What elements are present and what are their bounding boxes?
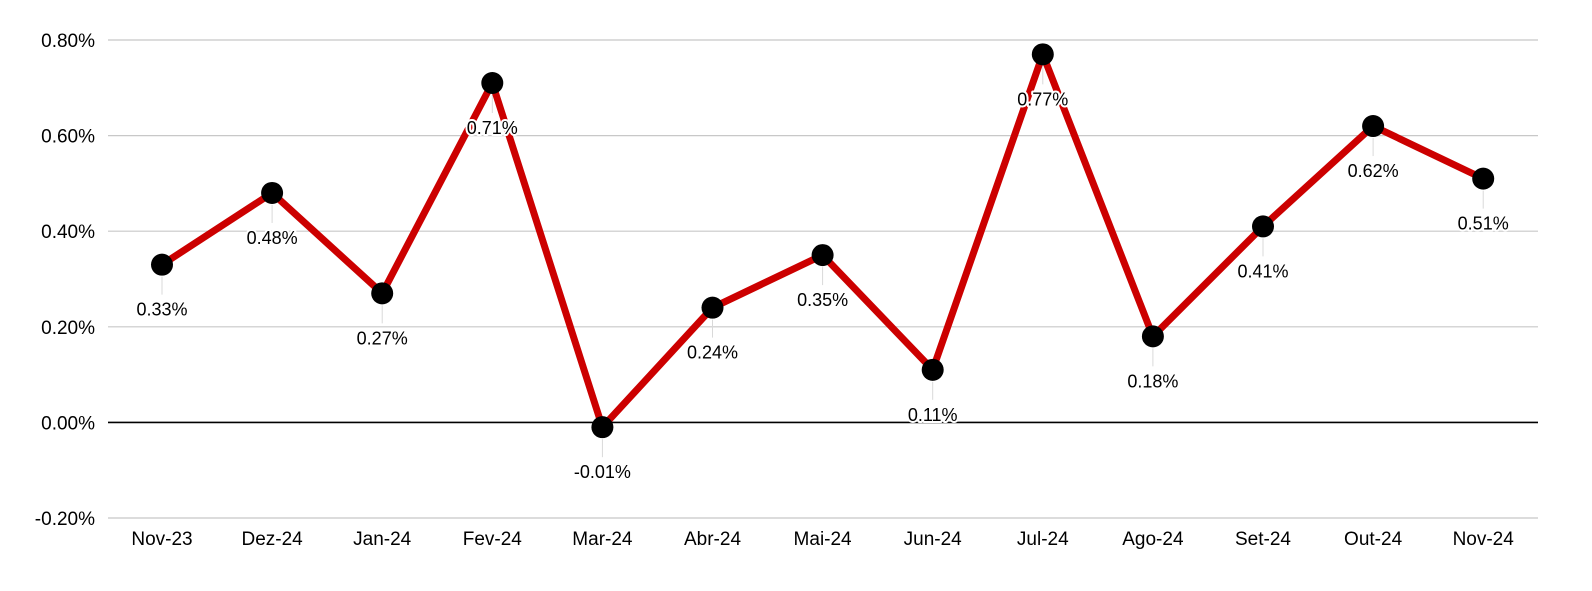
x-tick-label: Dez-24 — [241, 529, 303, 550]
gridlines — [108, 39, 1538, 519]
x-tick-label: Nov-24 — [1453, 529, 1515, 550]
y-tick-label: 0.00% — [41, 413, 95, 434]
series-line-path — [158, 50, 1487, 431]
x-tick-label: Mai-24 — [794, 529, 853, 550]
data-point-marker — [151, 253, 173, 276]
data-point-marker — [811, 244, 834, 267]
data-labels: 0.33% 0.48% 0.27% 0.71% -0.01% 0.24% 0.35% 0.11… — [134, 87, 1510, 484]
data-point-marker — [1141, 325, 1164, 348]
x-tick-label: Out-24 — [1344, 529, 1403, 550]
x-tick-label: Abr-24 — [684, 529, 741, 550]
x-tick-label: Jun-24 — [904, 529, 963, 550]
data-label: 0.62% — [1348, 161, 1399, 181]
data-label: 0.41% — [1237, 261, 1288, 281]
data-point-marker — [1252, 215, 1274, 238]
x-tick-label: Ago-24 — [1122, 529, 1184, 550]
x-tick-label: Jul-24 — [1017, 529, 1069, 550]
x-tick-label: Fev-24 — [463, 529, 523, 550]
data-point-marker — [1472, 167, 1495, 190]
y-tick-label: 0.40% — [41, 222, 95, 243]
data-label: 0.24% — [687, 343, 738, 363]
data-point-marker — [1031, 43, 1054, 66]
y-axis-tick-labels: 0.80% 0.60% 0.40% 0.20% 0.00% -0.20% — [35, 31, 95, 530]
data-label: 0.33% — [136, 300, 187, 320]
x-tick-label: Set-24 — [1235, 529, 1291, 550]
y-tick-label: 0.20% — [41, 318, 95, 339]
data-label: -0.01% — [574, 462, 631, 482]
data-label: 0.77% — [1017, 89, 1068, 109]
x-tick-label: Mar-24 — [572, 529, 633, 550]
x-axis-tick-labels: Nov-23 Dez-24 Jan-24 Fev-24 Mar-24 Abr-24 Mai-… — [131, 529, 1514, 550]
data-label: 0.27% — [357, 328, 408, 348]
data-markers — [151, 43, 1495, 439]
data-label: 0.35% — [797, 290, 848, 310]
data-point-marker — [261, 181, 284, 204]
data-point-marker — [481, 72, 504, 95]
data-label: 0.51% — [1458, 214, 1509, 234]
data-label: 0.18% — [1127, 371, 1178, 391]
data-point-marker — [921, 358, 944, 381]
y-tick-label: 0.80% — [41, 31, 95, 52]
x-tick-label: Nov-23 — [131, 529, 192, 550]
data-point-marker — [371, 282, 394, 305]
data-point-marker — [1362, 115, 1385, 138]
x-tick-label: Jan-24 — [353, 529, 412, 550]
data-label: 0.71% — [467, 118, 518, 138]
y-tick-label: -0.20% — [35, 509, 95, 530]
data-label: 0.11% — [908, 405, 958, 425]
data-point-marker — [701, 296, 724, 319]
data-label: 0.48% — [247, 228, 298, 248]
y-tick-label: 0.60% — [41, 127, 95, 148]
data-point-marker — [591, 416, 614, 439]
